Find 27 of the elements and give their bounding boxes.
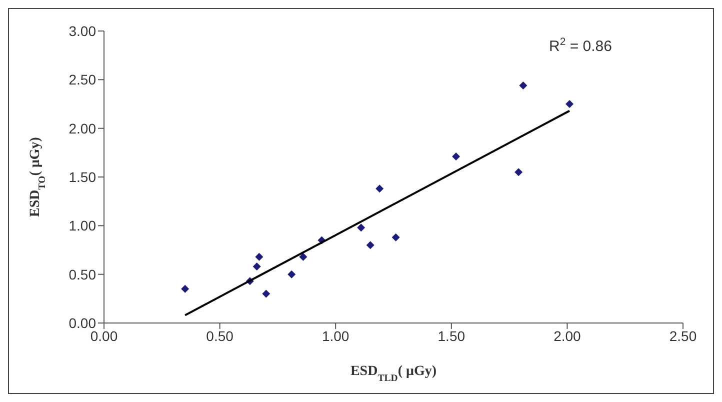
x-tick-label: 2.50 [669,328,697,344]
point [252,262,261,271]
point [357,224,366,232]
point [366,241,374,250]
point [392,233,400,242]
x-tick-label: 1.00 [322,328,350,344]
x-tick-label: 0.50 [206,328,234,344]
point [181,284,190,293]
y-tick-label: 2.00 [68,120,96,136]
y-tick-label: 3.00 [68,22,96,39]
x-tick-label: 2.00 [554,328,582,344]
point [519,82,528,90]
point [288,270,296,278]
point [452,152,460,161]
x-axis-title: ESD$_{TLD}$( μGy) [350,364,437,384]
y-tick-label: 1.00 [68,218,96,234]
point [514,168,523,176]
point [376,184,384,193]
x-tick-label: 1.50 [438,328,466,344]
annotation: R$^{2}$ = 0.86 [549,36,612,55]
point [299,252,308,261]
y-tick-label: 1.50 [68,168,96,185]
point [566,100,574,108]
point [255,252,264,261]
y-tick-label: 2.50 [68,72,96,88]
point [262,290,270,298]
y-tick-label: 0.50 [68,266,96,282]
